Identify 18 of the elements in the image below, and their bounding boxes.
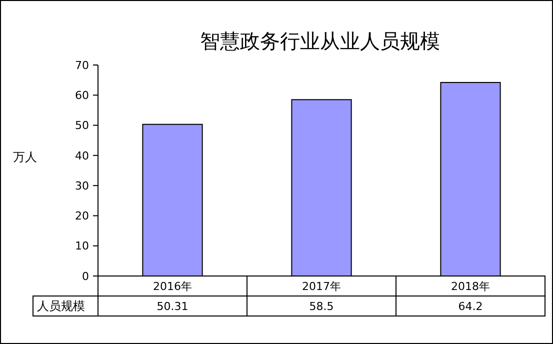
y-tick-label: 60 <box>75 88 89 102</box>
data-label: 50.31 <box>156 300 188 313</box>
y-tick-label: 70 <box>75 58 89 72</box>
y-tick-label: 50 <box>75 119 89 132</box>
y-axis-title: 万人 <box>13 150 37 164</box>
x-tick-label: 2017年 <box>302 280 341 293</box>
y-tick-label: 40 <box>75 149 89 162</box>
y-tick-label: 10 <box>75 240 89 253</box>
x-tick-label: 2018年 <box>451 280 490 293</box>
data-label: 64.2 <box>458 300 483 313</box>
data-label: 58.5 <box>309 300 334 313</box>
y-tick-label: 30 <box>75 179 89 192</box>
y-tick-label: 20 <box>75 210 89 223</box>
text: 人员规模 <box>37 299 85 314</box>
chart-title: 智慧政务行业从业人员规模 <box>200 29 440 53</box>
y-tick-label: 0 <box>82 270 89 283</box>
bar <box>291 99 352 276</box>
x-tick-label: 2016年 <box>153 280 192 293</box>
